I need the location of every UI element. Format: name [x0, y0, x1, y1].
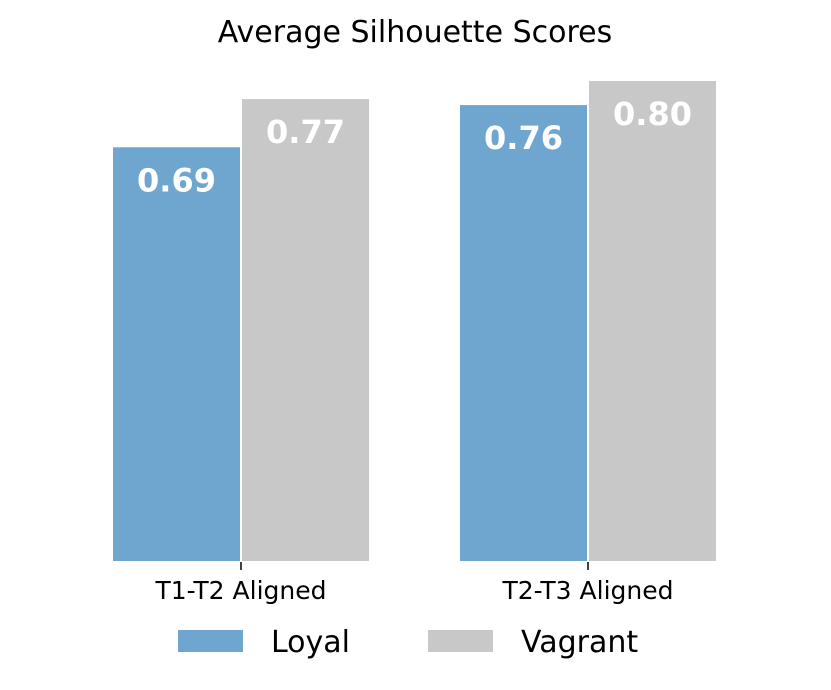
value-label-loyal-1: 0.69	[137, 161, 216, 199]
bar-vagrant-1	[240, 97, 371, 563]
value-label-vagrant-1: 0.77	[266, 113, 345, 151]
bar-loyal-2	[458, 103, 589, 563]
legend-swatch-vagrant	[428, 630, 493, 652]
value-labels: 0.69 0.77 0.76 0.80	[137, 95, 692, 199]
bar-vagrant-2	[587, 79, 718, 563]
x-tick-label: T1-T2 Aligned	[155, 576, 327, 605]
value-label-vagrant-2: 0.80	[613, 95, 692, 133]
legend-swatch-loyal	[178, 630, 243, 652]
x-axis: T1-T2 Aligned T2-T3 Aligned	[155, 562, 674, 605]
legend-label-loyal: Loyal	[271, 625, 350, 660]
bar-loyal-1	[111, 145, 242, 563]
legend-label-vagrant: Vagrant	[521, 625, 638, 660]
value-label-loyal-2: 0.76	[484, 119, 563, 157]
bars-group	[111, 79, 718, 563]
legend: Loyal Vagrant	[178, 625, 638, 660]
x-tick-label: T2-T3 Aligned	[502, 576, 674, 605]
chart-title: Average Silhouette Scores	[218, 15, 612, 50]
